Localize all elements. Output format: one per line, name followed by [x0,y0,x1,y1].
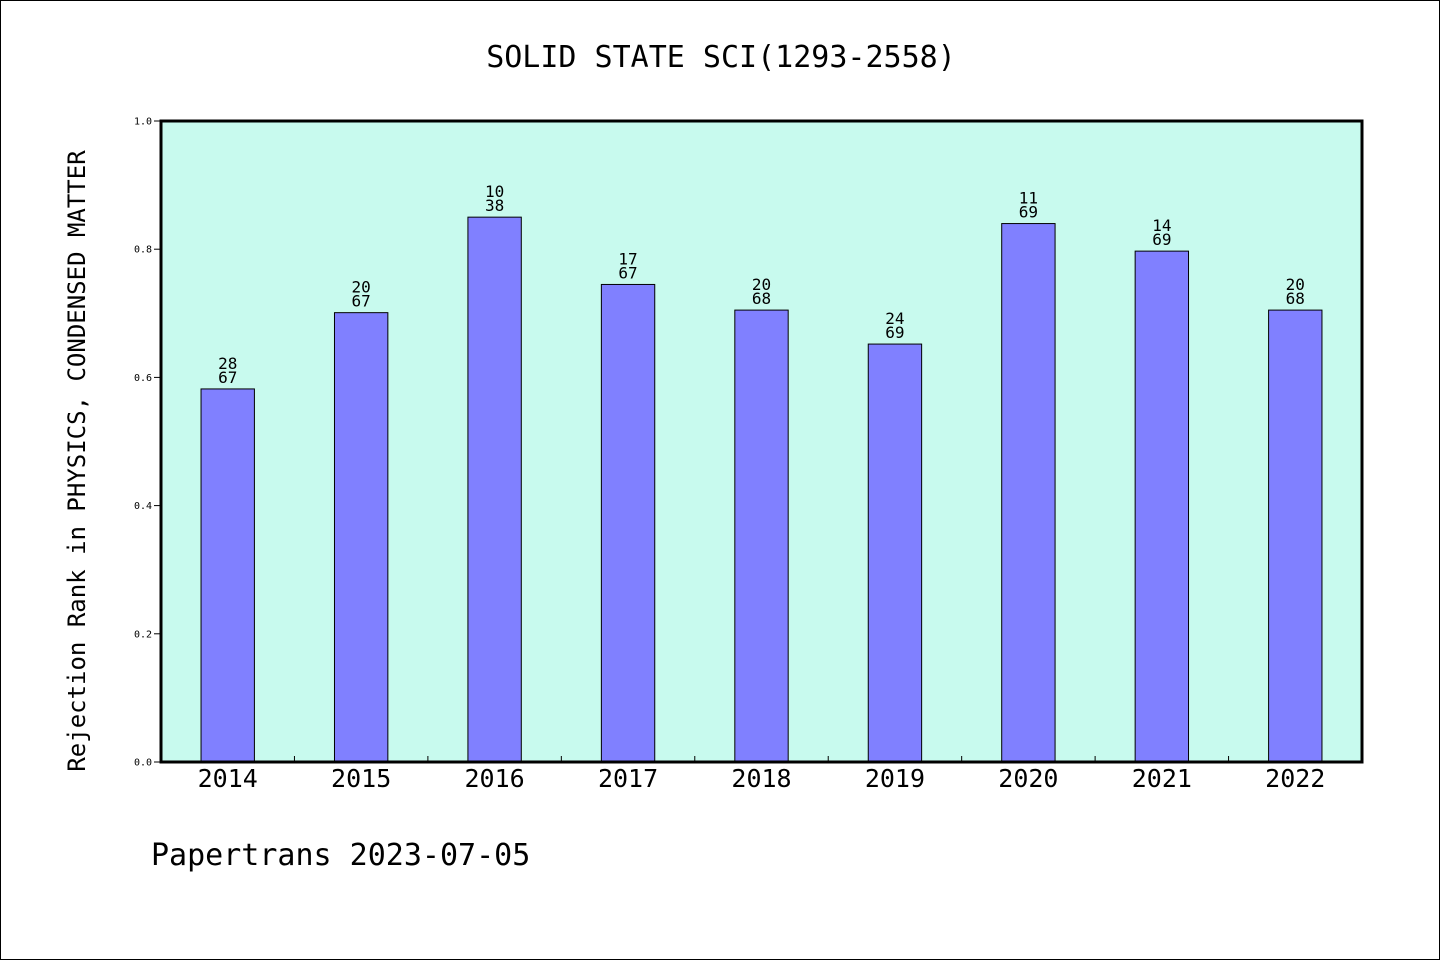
bar-label-top: 20 [352,278,371,297]
x-tick-label: 2022 [1265,764,1325,793]
y-axis-label: Rejection Rank in PHYSICS, CONDENSED MAT… [63,150,91,772]
bar [600,283,656,763]
x-tick-label: 2015 [331,764,391,793]
x-axis: 2014 2015 2016 2017 2018 2019 2020 2021 2022 [198,756,1325,793]
x-tick-label: 2019 [865,764,925,793]
bar [734,309,789,763]
x-tick-label: 2017 [598,764,658,793]
x-tick-label: 2016 [465,764,525,793]
bar-label-top: 20 [752,275,771,294]
bar-label-top: 24 [885,309,904,328]
plot-border [159,119,1364,764]
bar-label-bottom: 67 [218,368,237,387]
bar-label-bottom: 67 [618,263,637,282]
bar [867,343,923,763]
bar [1001,223,1056,763]
chart-title: SOLID STATE SCI(1293-2558) [486,40,956,75]
y-tick-label: 0.0 [134,758,152,769]
bar-series [200,216,1323,763]
y-tick-label: 0.4 [134,501,152,512]
bar-label-bottom: 38 [485,196,504,215]
bar [1268,309,1323,763]
bar-label-bottom: 69 [1152,230,1171,249]
bar [200,388,255,763]
bar-label-top: 14 [1152,216,1171,235]
bar-label-bottom: 69 [1019,203,1038,222]
bar-label-top: 10 [485,182,504,201]
bar-label-bottom: 68 [1286,289,1305,308]
bar [1134,250,1190,763]
y-tick-label: 0.6 [134,373,152,384]
bar-label-top: 17 [618,249,637,268]
y-tick-label: 1.0 [134,117,152,128]
x-tick-label: 2018 [731,764,791,793]
bar-label-bottom: 68 [752,289,771,308]
bar-label-bottom: 67 [352,292,371,311]
y-tick-label: 0.8 [134,245,152,256]
bar [333,312,389,763]
footer-text: Papertrans 2023-07-05 [151,838,530,873]
bar-label-top: 11 [1019,189,1038,208]
x-tick-label: 2020 [998,764,1058,793]
bar-label-top: 20 [1286,275,1305,294]
x-tick-label: 2021 [1132,764,1192,793]
bar [467,216,522,763]
bar-label-bottom: 69 [885,323,904,342]
bar-label-top: 28 [218,354,237,373]
y-axis: 0.0 0.2 0.4 0.6 0.8 1.0 [134,117,161,769]
x-tick-label: 2014 [198,764,258,793]
y-tick-label: 0.2 [134,629,152,640]
